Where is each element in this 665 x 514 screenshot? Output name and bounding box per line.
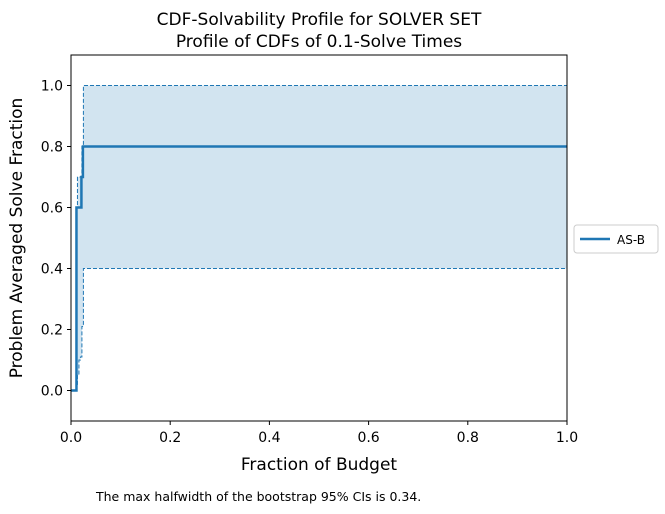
plot-area [71, 85, 567, 392]
chart-subtitle: Profile of CDFs of 0.1-Solve Times [176, 32, 462, 52]
x-tick-label: 1.0 [556, 430, 578, 446]
y-tick-label: 1.0 [41, 79, 63, 95]
legend: AS-B [573, 224, 659, 254]
footnote: The max halfwidth of the bootstrap 95% C… [95, 489, 421, 504]
ci-band-0 [71, 85, 567, 391]
series-line-0 [71, 145, 567, 392]
x-tick-label: 0.8 [457, 430, 479, 446]
y-tick-label: 0.8 [41, 140, 63, 156]
x-tick-label: 0.0 [60, 430, 82, 446]
axes-frame [70, 54, 568, 422]
ci-upper-line-0 [71, 85, 567, 391]
y-tick-label: 0.2 [41, 323, 63, 339]
x-axis: 0.0 0.2 0.4 0.6 0.8 1.0 [60, 421, 578, 446]
y-tick-label: 0.6 [41, 201, 63, 217]
y-axis: 0.0 0.2 0.4 0.6 0.8 1.0 [41, 79, 71, 400]
x-tick-label: 0.4 [258, 430, 280, 446]
x-axis-label: Fraction of Budget [241, 455, 398, 475]
ci-lower-line-0 [71, 268, 567, 391]
chart-title: CDF-Solvability Profile for SOLVER SET [157, 10, 482, 30]
legend-label-as-b: AS-B [617, 233, 645, 247]
x-tick-label: 0.2 [159, 430, 181, 446]
x-tick-label: 0.6 [357, 430, 379, 446]
legend-box [573, 224, 659, 254]
y-tick-label: 0.0 [41, 384, 63, 400]
y-tick-label: 0.4 [41, 262, 63, 278]
y-axis-label: Problem Averaged Solve Fraction [7, 98, 27, 379]
